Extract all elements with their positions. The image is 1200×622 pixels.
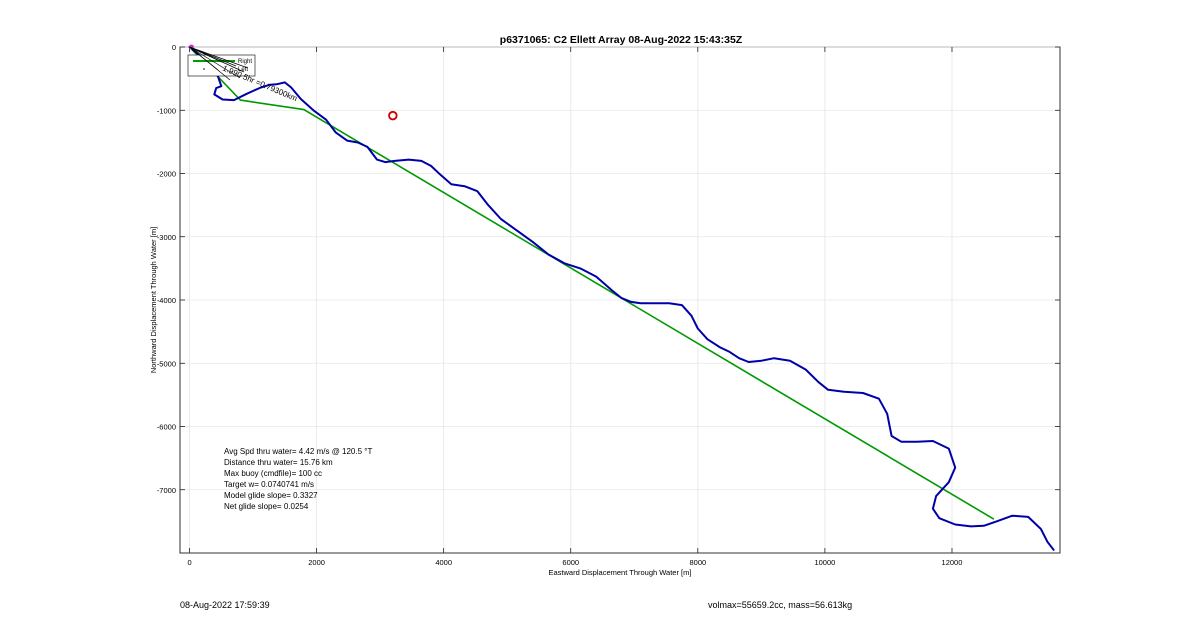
direction-fan [189,46,249,81]
fan-line [189,46,219,71]
stats-annotation: Avg Spd thru water= 4.42 m/s @ 120.5 °T D… [224,447,372,511]
legend-label-right: Right [238,59,252,65]
y-tick-label: 0 [172,43,176,52]
grid [180,46,1060,553]
x-tick-label: 0 [187,558,191,567]
y-tick-label: -5000 [157,359,176,368]
footer-timestamp: 08-Aug-2022 17:59:39 [180,600,270,610]
series-line-track [188,46,1055,551]
x-tick-label: 2000 [308,558,325,567]
x-ticks: 0 2000 4000 6000 8000 10000 12000 [187,47,962,567]
x-tick-label: 8000 [689,558,706,567]
annotation-line: Avg Spd thru water= 4.42 m/s @ 120.5 °T [224,447,372,456]
x-axis-label: Eastward Displacement Through Water [m] [549,568,692,577]
y-axis-label: Northward Displacement Through Water [m] [149,227,158,373]
y-tick-label: -6000 [157,423,176,432]
y-tick-label: -2000 [157,170,176,179]
legend-swatch-left [203,68,205,70]
target-marker [388,110,398,121]
x-tick-label: 6000 [562,558,579,567]
fan-line [189,46,245,73]
annotation-line: Distance thru water= 15.76 km [224,458,333,467]
y-tick-label: -3000 [157,233,176,242]
x-tick-label: 10000 [814,558,835,567]
fan-line [189,46,241,79]
y-tick-label: -1000 [157,106,176,115]
fan-line [189,46,249,69]
legend: Right Left [187,54,256,77]
x-tick-label: 12000 [942,558,963,567]
y-tick-label: -7000 [157,486,176,495]
fan-line [189,46,237,67]
y-ticks: 0 -1000 -2000 -3000 -4000 -5000 -6000 -7000 [157,43,1060,495]
legend-label-left: Left [238,67,248,73]
chart-title: p6371065: C2 Ellett Array 08-Aug-2022 15… [500,34,743,46]
footer-volmax: volmax=55659.2cc, mass=56.613kg [708,600,853,610]
annotation-line: Max buoy (cmdfile)= 100 cc [224,469,322,478]
annotation-line: Net glide slope= 0.0254 [224,502,309,511]
x-tick-label: 4000 [435,558,452,567]
y-tick-label: -4000 [157,296,176,305]
plot-area: 0 2000 4000 6000 8000 10000 12000 0 -1000 -2000 -… [157,43,1061,567]
annotation-line: Target w= 0.0740741 m/s [224,480,314,489]
annotation-line: Model glide slope= 0.3327 [224,491,318,500]
